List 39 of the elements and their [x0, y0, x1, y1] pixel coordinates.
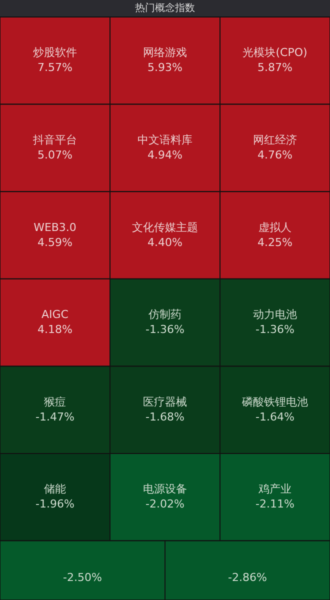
data-label: -1.47% [36, 410, 74, 424]
text: 热门概念指数 [135, 2, 195, 14]
data-label: -1.64% [256, 410, 294, 424]
category-label: 中文语料库 [138, 133, 192, 146]
category-label: 文化传媒主题 [132, 220, 198, 234]
category-label: 猴痘 [44, 395, 66, 408]
data-label: 4.76% [258, 148, 292, 162]
data-label: 4.18% [38, 323, 72, 336]
category-label: 抖音平台 [32, 133, 77, 146]
category-label: 磷酸铁锂电池 [241, 395, 308, 408]
data-label: -2.11% [256, 498, 294, 511]
category-label: 仿制药 [148, 308, 182, 322]
data-label: 5.87% [258, 61, 292, 74]
category-label: 网红经济 [253, 133, 297, 146]
data-label: -2.86% [228, 570, 267, 584]
data-label: 5.93% [148, 61, 182, 74]
category-label: 炒股软件 [33, 46, 77, 60]
data-label: 4.40% [148, 236, 182, 249]
category-label: 虚拟人 [258, 220, 292, 234]
data-label: 7.57% [38, 61, 72, 74]
category-label: 鸡产业 [258, 482, 292, 496]
data-label: -2.02% [146, 498, 184, 511]
data-label: 4.25% [258, 236, 292, 249]
data-label: 4.59% [38, 236, 72, 249]
data-label: -2.50% [63, 570, 102, 584]
category-label: 动力电池 [253, 308, 297, 322]
data-label: -1.36% [256, 323, 294, 336]
data-label: 4.94% [148, 148, 182, 162]
data-label: -1.36% [146, 323, 184, 336]
category-label: AIGC [42, 308, 69, 322]
data-label: 5.07% [38, 148, 72, 162]
category-label: 光模块(CPO) [242, 46, 308, 60]
category-label: 医疗器械 [143, 395, 187, 408]
data-label: -1.68% [146, 410, 184, 424]
category-label: 储能 [44, 482, 66, 496]
category-label: 网络游戏 [143, 46, 187, 60]
category-label: 电源设备 [143, 482, 187, 496]
category-label: WEB3.0 [34, 220, 76, 234]
data-label: -1.96% [36, 498, 74, 511]
